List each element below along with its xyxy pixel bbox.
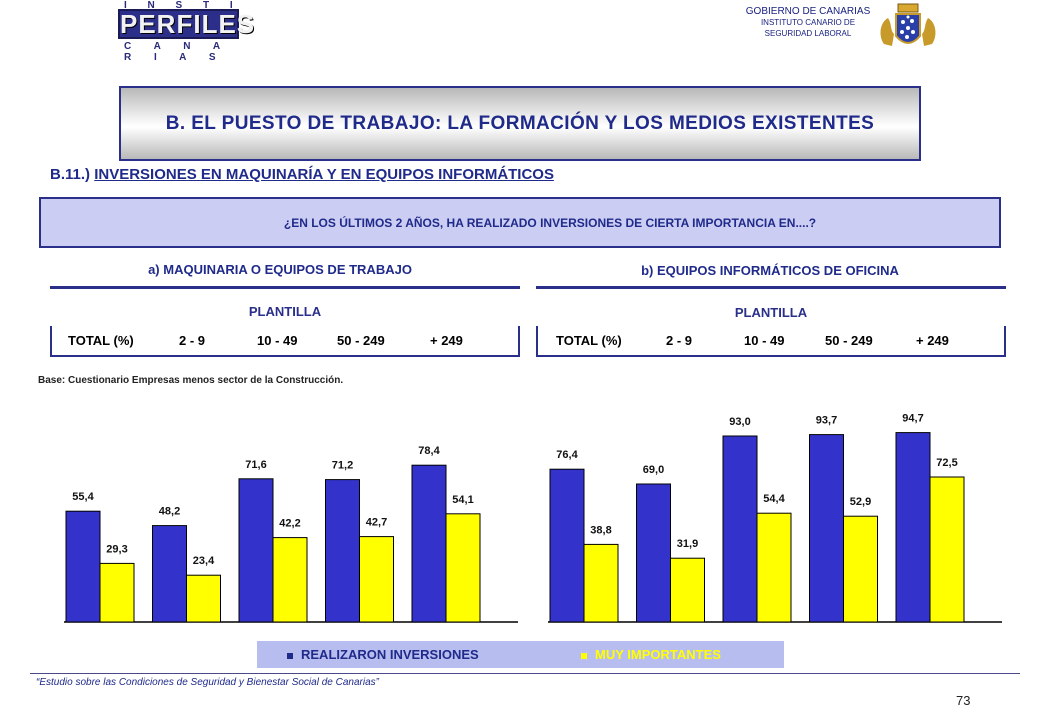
data-label: 42,2 xyxy=(279,518,300,530)
bar-muy-importantes xyxy=(670,557,705,623)
panel-b-category: 50 - 249 xyxy=(825,333,873,348)
chart-legend: REALIZARON INVERSIONES MUY IMPORTANTES xyxy=(257,641,784,668)
bar-muy-importantes xyxy=(272,537,308,623)
panel-a-category: + 249 xyxy=(430,333,463,348)
bar-realizaron xyxy=(238,478,274,623)
base-note: Base: Cuestionario Empresas menos sector… xyxy=(38,375,344,386)
panel-b-category: 10 - 49 xyxy=(744,333,785,348)
bar-realizaron xyxy=(722,435,758,623)
bar-realizaron xyxy=(325,479,360,623)
coat-of-arms-icon xyxy=(880,3,936,46)
legend-label-series1: REALIZARON INVERSIONES xyxy=(301,647,479,662)
data-label: 93,0 xyxy=(729,416,750,428)
panel-b-rule xyxy=(536,286,1006,289)
legend-label-series2: MUY IMPORTANTES xyxy=(595,647,721,662)
page-title-box: B. EL PUESTO DE TRABAJO: LA FORMACIÓN Y … xyxy=(119,86,921,161)
bar-muy-importantes xyxy=(186,574,221,623)
panel-a-category: TOTAL (%) xyxy=(68,333,134,348)
gobierno-canarias-block: GOBIERNO DE CANARIAS INSTITUTO CANARIO D… xyxy=(728,6,888,39)
data-label: 71,6 xyxy=(245,459,266,471)
data-label: 78,4 xyxy=(418,445,440,457)
page-title: B. EL PUESTO DE TRABAJO: LA FORMACIÓN Y … xyxy=(165,112,875,134)
bar-realizaron xyxy=(65,510,101,623)
panel-a-category: 2 - 9 xyxy=(179,333,206,348)
data-label: 31,9 xyxy=(677,538,698,550)
legend-item-realizaron: REALIZARON INVERSIONES xyxy=(287,647,479,662)
data-label: 72,5 xyxy=(936,457,957,469)
logo-line-canarias: C A N A R I A S xyxy=(124,41,230,63)
footer-citation: “Estudio sobre las Condiciones de Seguri… xyxy=(36,677,379,688)
gov-line-2: INSTITUTO CANARIO DE xyxy=(760,18,856,27)
section-prefix: B.11.) xyxy=(50,166,91,183)
panel-b-categories: TOTAL (%) 2 - 9 10 - 49 50 - 249 + 249 xyxy=(536,326,1006,357)
gov-line-1: GOBIERNO DE CANARIAS xyxy=(745,6,871,17)
bar-realizaron xyxy=(809,434,844,623)
bar-muy-importantes xyxy=(583,543,619,623)
data-label: 54,4 xyxy=(763,493,785,505)
data-label: 93,7 xyxy=(816,415,837,427)
data-label: 69,0 xyxy=(643,464,664,476)
bar-muy-importantes xyxy=(359,536,394,623)
section-title: INVERSIONES EN MAQUINARÍA Y EN EQUIPOS I… xyxy=(94,166,554,183)
bar-muy-importantes xyxy=(99,562,135,623)
bar-realizaron xyxy=(152,525,187,623)
bar-realizaron xyxy=(549,468,585,623)
section-heading: B.11.) INVERSIONES EN MAQUINARÍA Y EN EQ… xyxy=(50,166,554,183)
data-label: 42,7 xyxy=(366,517,387,529)
panel-b-category: + 249 xyxy=(916,333,949,348)
logo-line-perfiles: PERFILES xyxy=(120,9,256,39)
panel-a-title: a) MAQUINARIA O EQUIPOS DE TRABAJO xyxy=(148,262,412,277)
data-label: 38,8 xyxy=(590,524,611,536)
data-label: 23,4 xyxy=(193,555,215,567)
panel-b-plantilla: PLANTILLA xyxy=(734,305,808,320)
chart-maquinaria: 55,4 29,3 48,2 23,4 71,6 42,2 71,2 42,7 78,4 54,1 xyxy=(64,445,518,623)
panel-a-category: 10 - 49 xyxy=(257,333,298,348)
question-box: ¿EN LOS ÚLTIMOS 2 AÑOS, HA REALIZADO INV… xyxy=(39,197,1001,248)
bar-realizaron xyxy=(411,464,447,623)
data-label: 55,4 xyxy=(72,491,94,503)
chart-equipos-informaticos: 76,4 38,8 69,0 31,9 93,0 54,4 93,7 52,9 94,7 72,5 xyxy=(548,413,1002,623)
legend-item-muy-importantes: MUY IMPORTANTES xyxy=(581,647,721,662)
gov-line-3: SEGURIDAD LABORAL xyxy=(764,29,852,38)
panel-b-category: TOTAL (%) xyxy=(556,333,622,348)
data-label: 48,2 xyxy=(159,506,180,518)
bar-realizaron xyxy=(636,483,671,623)
perfiles-logo: I N S T I T U T O PERFILES C A N A R I A… xyxy=(118,0,256,63)
data-label: 29,3 xyxy=(106,543,127,555)
bar-muy-importantes xyxy=(843,515,878,623)
page-number: 73 xyxy=(956,693,971,708)
bar-muy-importantes xyxy=(445,513,481,623)
data-label: 94,7 xyxy=(902,413,923,425)
panel-a-rule xyxy=(50,286,520,289)
bar-muy-importantes xyxy=(756,512,792,623)
legend-swatch-series1 xyxy=(287,652,293,659)
legend-swatch-series2 xyxy=(581,652,587,659)
panel-b-category: 2 - 9 xyxy=(666,333,693,348)
panel-b-title: b) EQUIPOS INFORMÁTICOS DE OFICINA xyxy=(641,263,899,278)
bar-realizaron xyxy=(895,432,931,623)
data-label: 52,9 xyxy=(850,496,871,508)
bar-muy-importantes xyxy=(929,476,965,623)
panel-a-plantilla: PLANTILLA xyxy=(248,304,322,319)
data-label: 71,2 xyxy=(332,460,353,472)
question-text: ¿EN LOS ÚLTIMOS 2 AÑOS, HA REALIZADO INV… xyxy=(283,215,817,230)
data-label: 54,1 xyxy=(452,494,473,506)
panel-a-category: 50 - 249 xyxy=(337,333,385,348)
data-label: 76,4 xyxy=(556,449,578,461)
footer-divider xyxy=(30,673,1020,674)
panel-a-categories: TOTAL (%) 2 - 9 10 - 49 50 - 249 + 249 xyxy=(50,326,520,357)
logo-box: PERFILES xyxy=(118,9,256,39)
